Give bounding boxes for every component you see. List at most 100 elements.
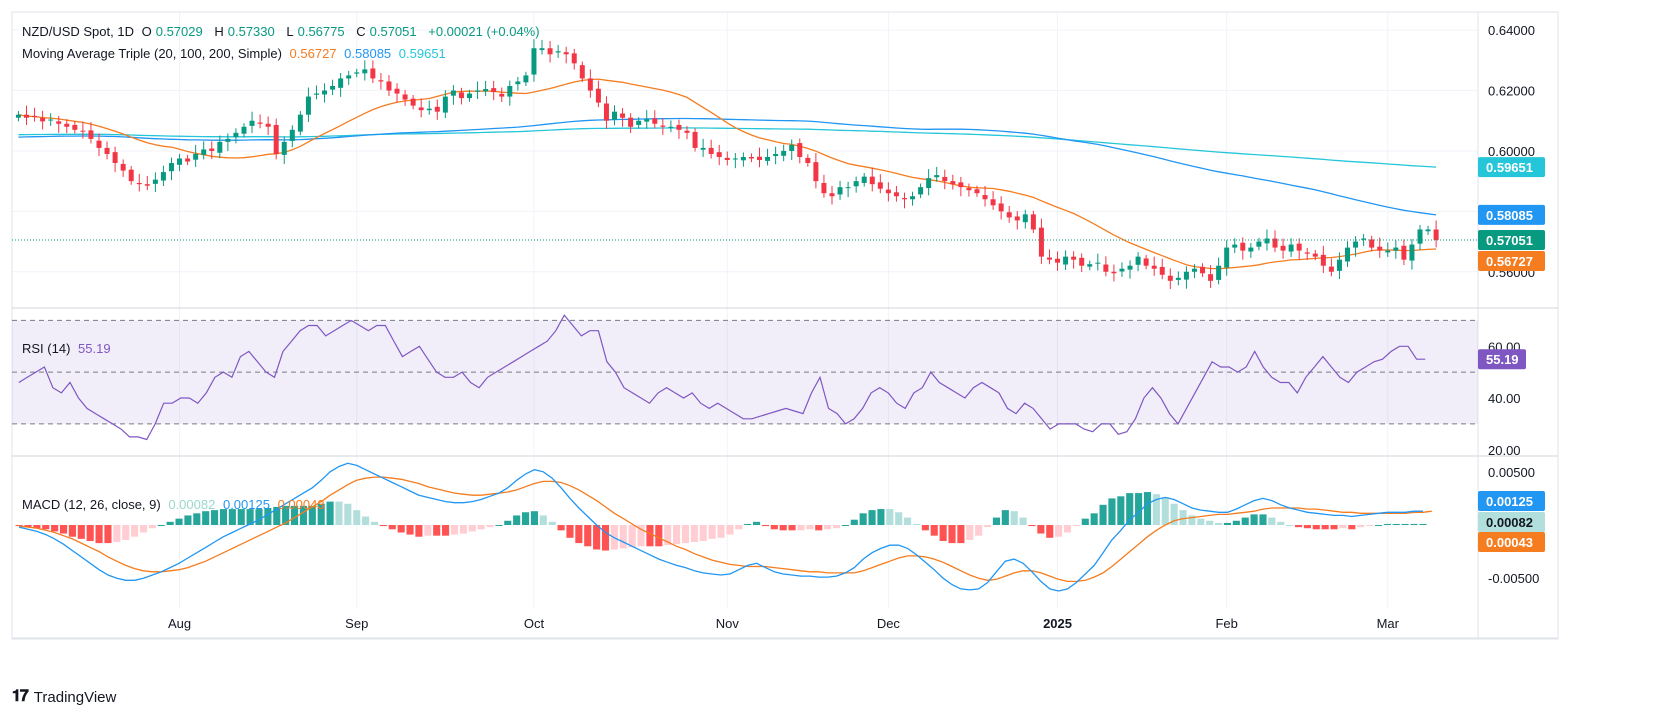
macd-line [18,462,1423,592]
time-tick-label: Mar [1377,616,1400,631]
macd-histogram-bar [1419,523,1427,526]
candle-body [378,80,384,82]
macd-histogram-bar [806,525,814,530]
tradingview-logo-icon: 𝟏𝟕 [12,688,29,705]
price-tick-label: 0.64000 [1488,23,1535,38]
candle-body [491,88,497,93]
candle-body [1151,265,1157,269]
macd-histogram-bar [157,525,165,527]
candle-body [1208,274,1214,281]
time-tick-label: 2025 [1043,616,1072,631]
macd-histogram-bar [1063,525,1072,533]
candle-body [418,107,424,111]
macd-histogram-bar [1037,525,1045,534]
macd-histogram-bar [1268,517,1276,526]
candle-body [297,114,303,132]
macd-histogram-bar [388,525,396,530]
macd-histogram-bar [433,525,441,536]
candle-body [1103,264,1109,272]
candle-body [1240,242,1246,251]
macd-histogram-bar [557,525,565,531]
candle-body [88,130,94,139]
candle-body [829,193,835,197]
candle-body [265,123,271,127]
candle-body [1038,227,1044,257]
candle-body [1063,256,1069,265]
macd-legend: MACD (12, 26, close, 9) 0.00082 0.00125 … [22,497,329,512]
macd-histogram-bar [237,509,245,526]
macd-histogram-bar [726,525,734,535]
tradingview-brand[interactable]: 𝟏𝟕 TradingView [12,688,116,706]
candle-body [32,115,38,118]
candle-body [668,126,674,128]
macd-histogram-bar [1090,513,1098,526]
candle-body [740,156,746,161]
candle-body [805,157,811,164]
close-price-badge-text: 0.57051 [1486,233,1533,248]
macd-histogram-bar [68,525,76,537]
ma200-value: 0.59651 [398,46,446,61]
macd-histogram-bar [228,509,236,526]
macd-histogram-bar [495,525,503,527]
macd-histogram-bar [1081,518,1089,526]
candle-body [1296,243,1302,251]
symbol-label[interactable]: NZD/USD Spot, 1D [22,24,134,39]
macd-histogram-bar [1330,525,1338,530]
macd-histogram-bar [1383,523,1391,526]
candle-body [555,51,561,53]
ma20-line [18,78,1437,270]
macd-histogram-bar [193,513,201,526]
macd-histogram-bar [1046,525,1054,538]
macd-histogram-bar [513,515,521,526]
candle-body [177,158,183,165]
candle-body [893,192,899,197]
candle-body [1272,238,1278,248]
ma-indicator-label[interactable]: Moving Average Triple (20, 100, 200, Sim… [22,46,282,61]
candle-body [1425,229,1431,232]
macd-histogram-bar [362,516,370,526]
macd-histogram-bar [992,517,1000,526]
macd-histogram-bar [815,525,823,531]
macd-indicator-label[interactable]: MACD (12, 26, close, 9) [22,497,161,512]
macd-hist-badge-text: 0.00082 [1486,515,1533,530]
candle-body [1288,244,1294,252]
candle-body [773,153,779,157]
candle-body [1079,257,1085,266]
macd-histogram-bar [1401,523,1409,526]
macd-histogram-bar [708,525,716,539]
candle-body [305,96,311,115]
candle-body [660,125,666,127]
macd-histogram-bar [957,525,965,544]
macd-histogram-bar [593,525,601,550]
candle-body [1055,258,1061,263]
close-price-badge [1478,230,1545,251]
candle-body [587,78,593,91]
macd-histogram-bar [504,520,512,526]
candle-body [475,90,481,92]
macd-histogram-bar [859,513,867,526]
candle-body [112,152,118,164]
candle-body [1393,247,1399,251]
macd-histogram-bar [1099,504,1107,526]
candle-body [233,132,239,138]
macd-histogram-bar [1072,525,1080,527]
rsi-indicator-label[interactable]: RSI (14) [22,341,71,356]
candle-body [160,172,166,181]
candle-body [644,119,650,122]
candle-body [402,94,408,100]
close-label: C [356,24,366,39]
macd-histogram-bar [442,525,450,536]
candle-body [1320,254,1326,266]
macd-histogram-bar [459,525,467,534]
candle-body [338,78,344,88]
macd-line-badge-text: 0.00125 [1486,494,1533,509]
candle-body [724,157,730,160]
candle-body [434,106,440,112]
macd-histogram-bar [1117,496,1125,526]
macd-histogram-bar [637,525,645,547]
candle-body [692,131,698,148]
macd-histogram-bar [184,515,192,526]
candle-body [1111,271,1117,274]
macd-histogram-bar [690,525,698,543]
